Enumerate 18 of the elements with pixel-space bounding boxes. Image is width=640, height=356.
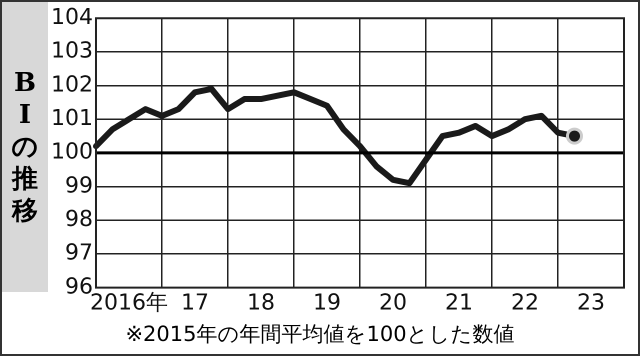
y-tick-label: 100 [50, 140, 93, 165]
x-tick-label: 20 [378, 290, 407, 316]
y-tick-label: 104 [50, 4, 93, 30]
y-tick-label: 101 [50, 106, 93, 131]
y-tick-label: 96 [64, 274, 93, 300]
y-tick-label: 98 [64, 206, 93, 232]
text: ※2015年の年間平均値を100とした数値 [124, 321, 516, 348]
y-tick-label: 97 [64, 240, 93, 266]
x-tick-label: 23 [577, 290, 605, 316]
x-tick-label: 22 [511, 290, 539, 316]
y-tick-label: 99 [64, 173, 93, 198]
x-tick-label: 19 [312, 290, 341, 316]
y-tick-label: 103 [50, 38, 93, 64]
x-tick-label: 18 [246, 290, 275, 316]
text: BIの推移 [12, 67, 38, 227]
x-tick-label: 21 [444, 290, 473, 316]
x-tick-label: 17 [180, 290, 209, 316]
y-tick-label: 102 [50, 72, 93, 98]
